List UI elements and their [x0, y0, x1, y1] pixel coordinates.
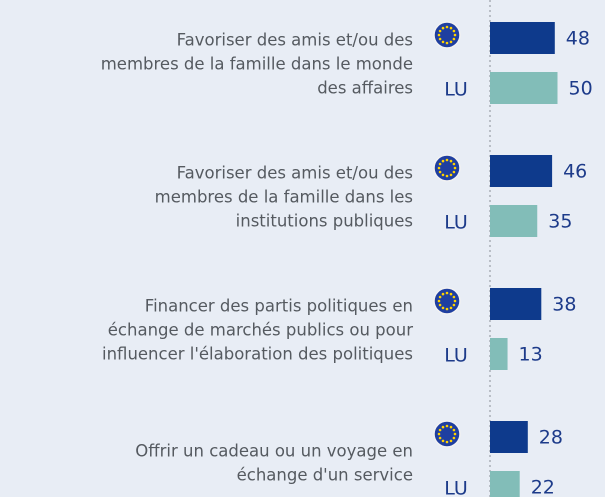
category-label: influencer l'élaboration des politiques: [102, 345, 413, 364]
eu-flag-star: [453, 299, 457, 303]
eu-flag-star: [441, 425, 445, 429]
eu-flag-star: [452, 29, 456, 33]
eu-flag-star: [452, 436, 456, 440]
eu-flag-star: [452, 170, 456, 174]
category-label: échange d'un service: [237, 466, 413, 485]
eu-flag-star: [452, 295, 456, 299]
eu-flag-star: [441, 439, 445, 443]
eu-flag-star: [445, 307, 449, 311]
eu-flag-star: [437, 166, 441, 170]
eu-flag-star: [437, 432, 441, 436]
eu-flag-star: [449, 425, 453, 429]
eu-flag-star: [441, 292, 445, 296]
eu-flag-star: [441, 159, 445, 163]
eu-flag-star: [438, 436, 442, 440]
eu-flag-star: [441, 173, 445, 177]
eu-flag-star: [449, 292, 453, 296]
category-label: institutions publiques: [236, 212, 413, 231]
series-label: LU: [444, 212, 468, 234]
eu-flag-star: [452, 162, 456, 166]
eu-flag-star: [438, 428, 442, 432]
eu-flag-star: [445, 440, 449, 444]
eu-flag-star: [438, 37, 442, 41]
bar: [490, 288, 542, 320]
bar: [490, 22, 555, 54]
eu-flag-star: [438, 29, 442, 33]
eu-flag-star: [449, 173, 453, 177]
category-label: échange de marchés publics ou pour: [108, 321, 413, 340]
category-label: Favoriser des amis et/ou des: [177, 31, 413, 50]
eu-flag-star: [452, 37, 456, 41]
eu-flag: [433, 420, 461, 448]
eu-flag-star: [445, 41, 449, 45]
eu-flag-star: [438, 162, 442, 166]
eu-flag: [433, 21, 461, 49]
eu-flag-star: [441, 26, 445, 30]
bar: [490, 72, 558, 104]
value-label: 46: [563, 161, 587, 183]
eu-flag-star: [449, 306, 453, 310]
bar: [490, 471, 520, 497]
eu-flag-star: [453, 166, 457, 170]
eu-flag-star: [445, 174, 449, 178]
category-label: membres de la famille dans les: [155, 188, 413, 207]
eu-flag: [433, 287, 461, 315]
bar: [490, 155, 553, 187]
eu-flag-star: [441, 40, 445, 44]
eu-flag-star: [445, 158, 449, 162]
eu-flag-star: [441, 306, 445, 310]
eu-flag-star: [437, 299, 441, 303]
eu-flag-star: [449, 40, 453, 44]
eu-flag-star: [445, 25, 449, 29]
eu-flag-star: [452, 303, 456, 307]
value-label: 22: [531, 477, 555, 497]
bar: [490, 338, 508, 370]
category-label: membres de la famille dans le monde: [101, 55, 413, 74]
series-label: LU: [444, 478, 468, 497]
eu-flag-star: [453, 432, 457, 436]
eu-flag-star: [437, 33, 441, 37]
series-label: LU: [444, 345, 468, 367]
value-label: 28: [539, 427, 563, 449]
category-label: Offrir un cadeau ou un voyage en: [135, 442, 413, 461]
category-label: Financer des partis politiques en: [145, 297, 413, 316]
eu-flag-star: [449, 439, 453, 443]
value-label: 50: [569, 78, 593, 100]
value-label: 13: [519, 344, 543, 366]
value-label: 35: [548, 211, 572, 233]
eu-flag-star: [445, 424, 449, 428]
eu-flag-star: [449, 159, 453, 163]
bar: [490, 421, 528, 453]
category-label: Favoriser des amis et/ou des: [177, 164, 413, 183]
bar: [490, 205, 538, 237]
eu-flag-star: [452, 428, 456, 432]
category-label: des affaires: [317, 79, 413, 98]
eu-flag-star: [453, 33, 457, 37]
eu-flag-star: [438, 170, 442, 174]
eu-flag-star: [438, 295, 442, 299]
eu-flag-star: [445, 291, 449, 295]
value-label: 48: [566, 28, 590, 50]
eu-flag-star: [438, 303, 442, 307]
eu-flag-star: [449, 26, 453, 30]
eu-flag: [433, 154, 461, 182]
value-label: 38: [552, 294, 576, 316]
series-label: LU: [444, 79, 468, 101]
